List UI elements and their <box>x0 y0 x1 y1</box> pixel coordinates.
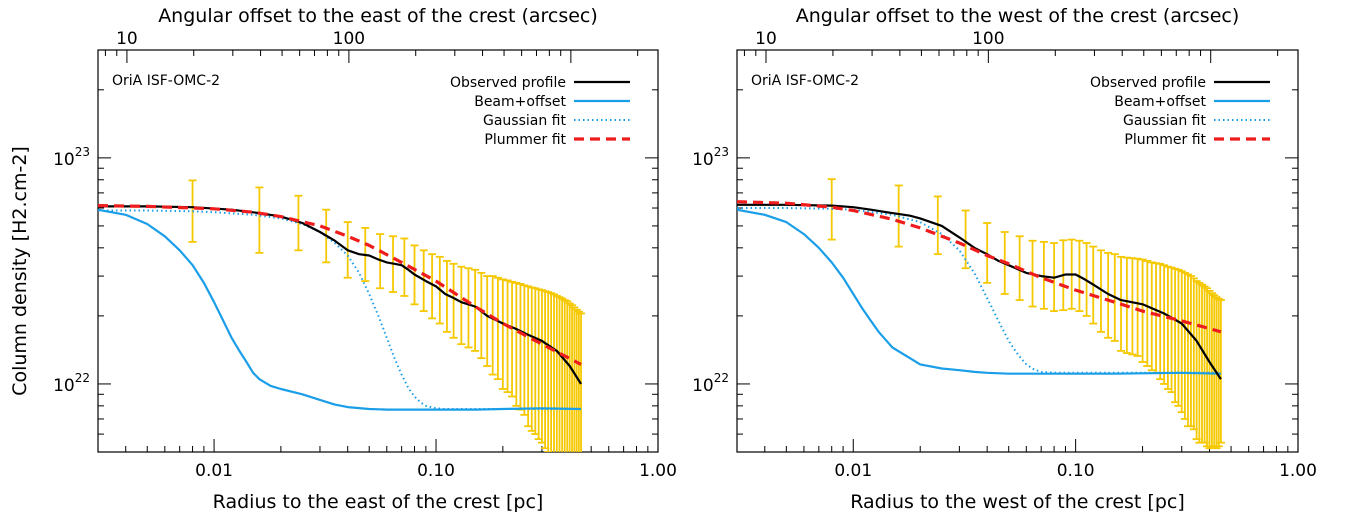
plot-frame <box>97 49 659 453</box>
x-tick-label: 0.10 <box>417 461 455 481</box>
series-line-observed-profile <box>737 203 1222 380</box>
series-line-plummer-fit <box>737 200 1222 334</box>
top-axis-title: Angular offset to the east of the crest … <box>158 5 598 27</box>
series-line-beam-offset <box>737 208 1221 375</box>
series-line-beam-offset <box>98 208 582 411</box>
legend-label: Gaussian fit <box>1123 113 1206 129</box>
y-tick-exponent: 22 <box>75 371 90 385</box>
y-tick-label: 1023 <box>692 145 729 170</box>
x-tick-label: 0.10 <box>1057 461 1095 481</box>
legend-label: Gaussian fit <box>483 113 566 129</box>
y-tick-base: 10 <box>692 376 714 396</box>
legend-label: Observed profile <box>450 75 566 91</box>
y-tick-base: 10 <box>53 376 75 396</box>
x-tick-label: 1.00 <box>639 461 677 481</box>
x-axis-title: Radius to the west of the crest [pc] <box>850 491 1185 513</box>
plot-area <box>737 178 1225 450</box>
top-tick-label: 10 <box>116 29 138 49</box>
top-axis-title: Angular offset to the west of the crest … <box>796 5 1240 27</box>
legend-label: Observed profile <box>1090 75 1206 91</box>
y-tick-label: 1023 <box>53 145 90 170</box>
x-tick-label: 1.00 <box>1279 461 1317 481</box>
plot-frame <box>736 49 1299 453</box>
y-tick-label: 1022 <box>692 371 729 396</box>
top-tick-label: 100 <box>333 29 365 49</box>
y-tick-exponent: 23 <box>714 145 729 159</box>
series-line-gaussian-fit <box>737 207 1221 374</box>
y-tick-exponent: 22 <box>714 371 729 385</box>
legend: Observed profile Beam+offset Gaussian fit P… <box>450 75 630 148</box>
legend-label: Beam+offset <box>1114 94 1206 110</box>
top-tick-label: 100 <box>972 29 1004 49</box>
legend-label: Plummer fit <box>484 132 566 148</box>
y-tick-base: 10 <box>53 150 75 170</box>
panel-label: OriA ISF-OMC-2 <box>751 73 859 89</box>
series-line-observed-profile <box>98 205 582 385</box>
legend-label: Beam+offset <box>474 94 566 110</box>
plot-area <box>98 179 586 452</box>
y-axis-title: Column density [H2.cm-2] <box>9 146 31 396</box>
y-tick-base: 10 <box>692 150 714 170</box>
x-tick-label: 0.01 <box>195 461 233 481</box>
panel-label: OriA ISF-OMC-2 <box>112 73 220 89</box>
top-tick-label: 10 <box>755 29 777 49</box>
y-tick-exponent: 23 <box>75 145 90 159</box>
x-axis-title: Radius to the east of the crest [pc] <box>213 491 544 513</box>
legend-label: Plummer fit <box>1124 132 1206 148</box>
y-tick-label: 1022 <box>53 371 90 396</box>
legend: Observed profile Beam+offset Gaussian fit P… <box>1090 75 1270 148</box>
series-line-plummer-fit <box>98 204 582 366</box>
x-tick-label: 0.01 <box>834 461 872 481</box>
